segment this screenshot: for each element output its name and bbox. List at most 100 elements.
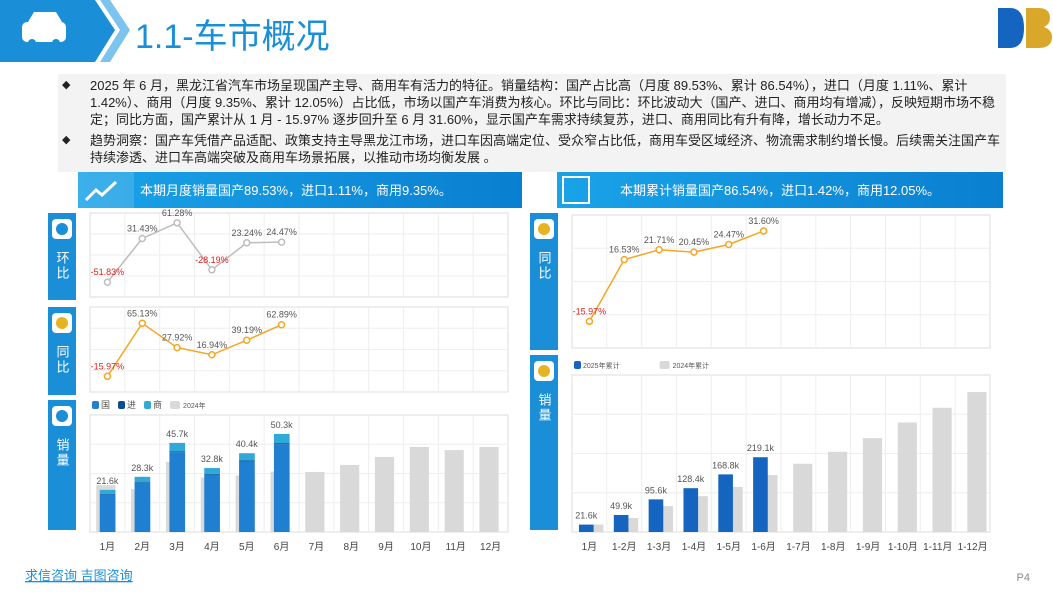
- data-label: 40.4k: [236, 439, 259, 449]
- x-tick-label: 6月: [274, 541, 290, 553]
- x-tick-label: 10月: [410, 541, 431, 553]
- bar: [239, 460, 255, 462]
- bar: [718, 474, 733, 532]
- data-label: 219.1k: [747, 443, 775, 453]
- banner: [557, 172, 1003, 208]
- side-label: 同比: [55, 345, 70, 375]
- legend-label: 2024年累计: [673, 361, 710, 370]
- side-icon-dot: [56, 410, 68, 422]
- point: [103, 278, 112, 286]
- bullets: 2025 年 6 月，黑龙江省汽车市场呈现国产主导、商用车有活力的特征。销量结构…: [58, 74, 1006, 172]
- legend-swatch: [144, 401, 152, 409]
- data-label: 49.9k: [610, 501, 633, 511]
- x-tick-label: 12月: [480, 541, 501, 553]
- side-label: 销量: [537, 393, 552, 423]
- bar: [204, 474, 220, 532]
- point: [585, 317, 594, 326]
- bar-prev: [479, 446, 499, 532]
- legend-label: 商: [153, 399, 162, 410]
- data-label: 95.6k: [645, 485, 668, 495]
- point: [690, 248, 698, 256]
- data-label: 28.3k: [131, 463, 154, 473]
- side-icon-dot: [56, 317, 68, 329]
- bar: [613, 514, 629, 532]
- line: [106, 322, 282, 377]
- bar: [204, 473, 220, 475]
- side-label: 同比: [537, 251, 552, 281]
- data-label: 21.6k: [575, 511, 598, 521]
- data-label: 128.4k: [677, 474, 705, 484]
- bar: [134, 476, 151, 483]
- bar: [239, 453, 255, 461]
- x-tick-label: 8月: [343, 541, 359, 553]
- side-label: 销量: [55, 438, 70, 468]
- point: [759, 227, 768, 235]
- data-label: 50.3k: [271, 420, 294, 430]
- data-label: 168.8k: [712, 460, 740, 470]
- point: [138, 234, 146, 243]
- data-label: 21.71%: [644, 235, 675, 245]
- data-label: 27.92%: [162, 333, 193, 343]
- bar-prev: [932, 407, 952, 532]
- x-tick-label: 9月: [378, 541, 394, 553]
- legend-swatch: [659, 361, 670, 369]
- x-tick-label: 1-3月: [647, 541, 671, 553]
- x-tick-label: 1-6月: [751, 541, 775, 553]
- trend-icon: [84, 180, 118, 202]
- data-label: 45.7k: [166, 429, 189, 439]
- line: [106, 221, 282, 283]
- bar: [169, 452, 186, 532]
- data-label: -15.97%: [573, 306, 607, 316]
- legend-label: 2025年累计: [583, 361, 620, 370]
- data-label: -15.97%: [91, 361, 125, 371]
- logo: [998, 8, 1052, 48]
- legend-label: 2024年: [183, 401, 206, 410]
- point: [277, 320, 286, 329]
- point: [173, 343, 181, 352]
- bar-prev: [793, 463, 813, 532]
- data-label: 20.45%: [679, 237, 710, 247]
- data-label: 16.94%: [197, 340, 228, 350]
- bar: [169, 442, 186, 452]
- x-tick-label: 1-9月: [856, 541, 880, 553]
- x-tick-label: 3月: [169, 541, 185, 553]
- bar-prev: [305, 471, 325, 532]
- point: [277, 238, 286, 246]
- point: [725, 240, 733, 249]
- x-tick-label: 1-8月: [821, 541, 845, 553]
- bullet: 趋势洞察：国产车凭借产品适配、政策支持主导黑龙江市场，进口车因高端定位、受众窄占…: [62, 132, 1002, 166]
- data-label: 16.53%: [609, 245, 640, 255]
- data-label: 21.6k: [96, 476, 119, 486]
- x-tick-label: 1-11月: [923, 541, 952, 553]
- x-tick-label: 4月: [204, 541, 220, 553]
- point: [655, 246, 663, 254]
- bar: [169, 451, 186, 453]
- data-label: 31.60%: [748, 216, 779, 226]
- x-tick-label: 5月: [239, 541, 255, 553]
- x-tick-label: 1-4月: [682, 541, 706, 553]
- point: [208, 351, 216, 359]
- data-label: -51.83%: [91, 267, 125, 277]
- bar: [134, 482, 151, 483]
- bar: [683, 488, 699, 532]
- header-chevron: [100, 0, 130, 62]
- chart-icon: [562, 176, 590, 204]
- legend-label: 国: [101, 400, 110, 410]
- banner-text: 本期累计销量国产86.54%，进口1.42%，商用12.05%。: [620, 183, 940, 198]
- x-tick-label: 7月: [309, 541, 325, 553]
- bar: [273, 433, 290, 444]
- footer-source[interactable]: 求信咨询 吉图咨询: [25, 568, 133, 583]
- data-label: 24.47%: [266, 227, 297, 237]
- x-tick-label: 1-2月: [612, 541, 636, 553]
- data-label: 31.43%: [127, 223, 158, 233]
- bar-prev: [897, 422, 917, 532]
- title: 1.1-车市概况: [135, 18, 330, 56]
- bar: [134, 482, 151, 532]
- bar: [99, 489, 116, 494]
- point: [208, 266, 216, 274]
- x-tick-label: 1-5月: [717, 541, 741, 553]
- side-icon-dot: [538, 223, 550, 235]
- data-label: 23.24%: [231, 228, 262, 238]
